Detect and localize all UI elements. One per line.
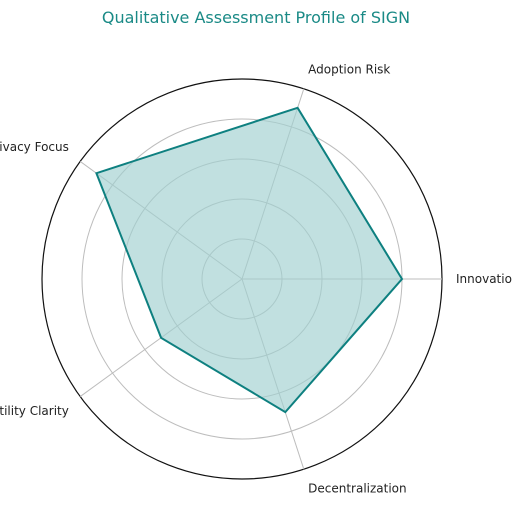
axis-label-privacy-focus: Privacy Focus [0, 140, 69, 154]
axis-label-utility-clarity: Utility Clarity [0, 404, 69, 418]
series-area [96, 107, 403, 413]
chart-title: Qualitative Assessment Profile of SIGN [101, 8, 411, 27]
axis-label-innovation: Innovation [456, 272, 512, 286]
axis-label-adoption-risk: Adoption Risk [308, 62, 390, 76]
series-line [95, 106, 404, 414]
axis-label-decentralization: Decentralization [308, 482, 407, 496]
